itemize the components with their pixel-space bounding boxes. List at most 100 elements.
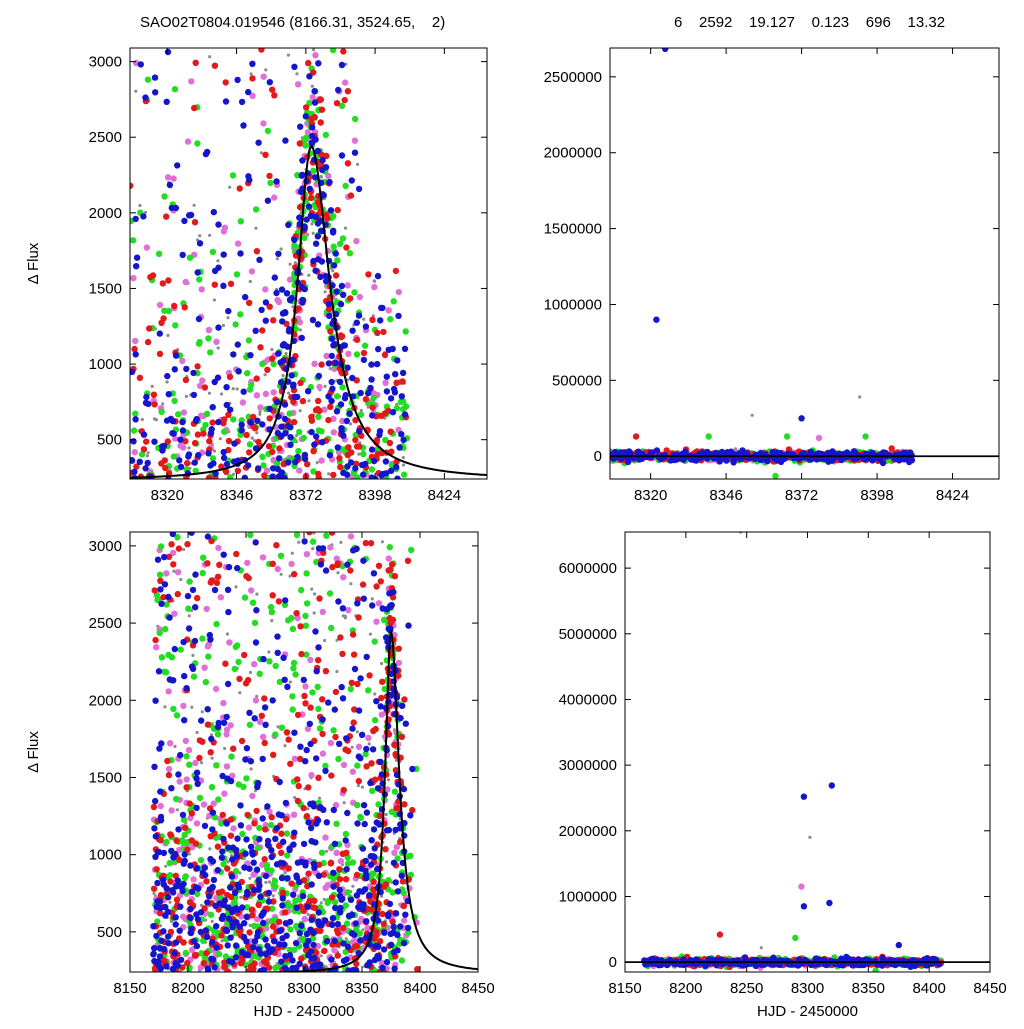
data-point-red [254,248,260,254]
data-point-red [340,48,346,54]
data-point-magenta [190,876,196,882]
data-point-red [141,446,147,452]
data-point-blue [274,825,280,831]
y-tick-label: 500000 [552,372,602,389]
data-point-magenta [304,551,310,557]
data-point-red [305,60,311,66]
data-point-red [374,330,380,336]
data-point-red [347,295,353,301]
data-point-blue [360,472,366,478]
data-point-blue [233,954,239,960]
data-point-green [345,860,351,866]
data-point-red [258,46,264,52]
data-point-magenta [386,555,392,561]
data-point-blue [205,450,211,456]
data-point-blue [315,321,321,327]
data-point-blue [212,379,218,385]
data-point-magenta [365,735,371,741]
data-point-blue [140,213,146,219]
data-point-blue [283,920,289,926]
data-point-red [212,282,218,288]
data-point-green [333,821,339,827]
data-point-gray [211,757,214,760]
data-point-red [137,375,143,381]
data-point-red [354,337,360,343]
data-point-gray [362,318,365,321]
data-point-gray [216,259,219,262]
data-point-blue [248,844,254,850]
data-point-blue [388,395,394,401]
data-point-blue [293,940,299,946]
y-tick-label: 2500000 [544,69,602,86]
y-axis-label: Δ Flux [25,731,42,773]
data-point-green [272,965,278,971]
data-point-red [393,380,399,386]
data-point-magenta [192,760,198,766]
data-point-blue [328,398,334,404]
data-point-blue [285,423,291,429]
data-point-blue [226,564,232,570]
data-point-green [291,947,297,953]
data-point-blue [210,884,216,890]
data-point-blue [338,425,344,431]
data-point-red [254,375,260,381]
data-point-green [288,615,294,621]
data-point-red [204,560,210,566]
data-point-blue [383,458,389,464]
data-point-blue [399,873,405,879]
data-point-blue [195,781,201,787]
data-point-blue [398,431,404,437]
data-point-blue [172,646,178,652]
x-tick-label: 8424 [936,487,969,504]
data-point-blue [260,656,266,662]
data-point-magenta [244,560,250,566]
data-point-red [356,443,362,449]
data-point-gray [369,633,372,636]
data-point-blue [274,399,280,405]
data-point-blue [215,221,221,227]
data-point-red [307,704,313,710]
data-point-blue [328,956,334,962]
data-point-red [228,833,234,839]
data-point-blue [309,140,315,146]
data-point-blue [388,603,394,609]
data-point-green [310,168,316,174]
data-point-red [379,911,385,917]
data-point-blue [287,442,293,448]
data-point-red [340,851,346,857]
data-point-green [268,822,274,828]
data-point-blue [334,288,340,294]
data-point-green [256,825,262,831]
data-point-gray [188,852,191,855]
data-point-blue [193,418,199,424]
data-point-red [194,363,200,369]
data-point-blue [230,919,236,925]
data-point-blue [312,839,318,845]
data-point-blue [297,930,303,936]
data-point-blue [158,938,164,944]
data-point-green [387,316,393,322]
data-point-red [337,634,343,640]
data-point-green [247,441,253,447]
data-point-gray [255,593,258,596]
data-point-blue [161,946,167,952]
data-point-red [342,97,348,103]
data-point-blue [178,957,184,963]
data-point-gray [264,68,267,71]
data-point-blue [247,352,253,358]
data-point-blue [224,820,230,826]
data-point-magenta [213,686,219,692]
data-point-blue [369,602,375,608]
data-point-blue [275,350,281,356]
data-point-red [343,876,349,882]
data-point-blue [399,393,405,399]
data-point-gray [311,547,314,550]
data-point-gray [191,654,194,657]
data-point-blue [175,877,181,883]
data-point-blue [182,851,188,857]
data-point-green [354,802,360,808]
data-point-red [154,866,160,872]
data-point-blue [778,459,784,465]
data-point-blue [289,957,295,963]
data-point-blue [305,938,311,944]
